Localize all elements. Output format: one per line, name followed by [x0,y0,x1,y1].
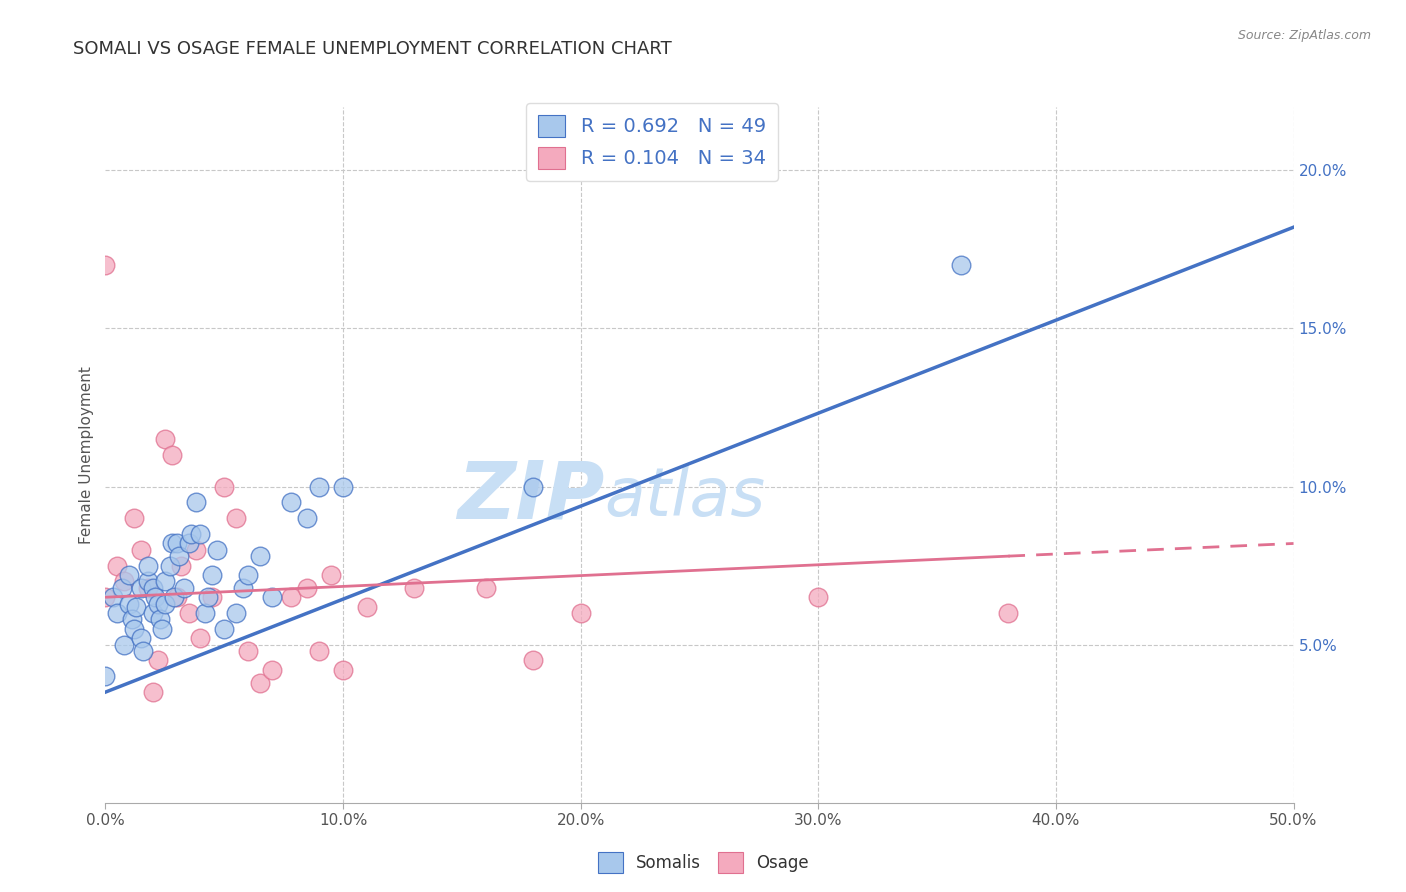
Point [949,258,972,272]
Point [321,568,343,582]
Point [129,542,152,557]
Point [308,644,330,658]
Point [142,606,165,620]
Point [194,606,217,620]
Legend: Somalis, Osage: Somalis, Osage [591,846,815,880]
Point [129,581,152,595]
Y-axis label: Female Unemployment: Female Unemployment [79,366,94,544]
Point [149,612,172,626]
Point [94,591,117,605]
Point [142,685,165,699]
Point [118,597,141,611]
Legend: R = 0.692   N = 49, R = 0.104   N = 34: R = 0.692 N = 49, R = 0.104 N = 34 [526,103,778,181]
Point [332,663,354,677]
Point [404,581,426,595]
Point [166,591,188,605]
Point [94,258,117,272]
Point [205,542,228,557]
Point [160,536,183,550]
Point [214,479,236,493]
Point [114,638,136,652]
Point [122,511,145,525]
Point [146,653,169,667]
Point [474,581,496,595]
Point [166,536,188,550]
Point [143,591,166,605]
Point [173,581,195,595]
Point [297,581,319,595]
Point [153,574,176,589]
Point [236,644,259,658]
Point [159,558,181,573]
Point [114,574,136,589]
Point [136,581,159,595]
Point [522,479,544,493]
Point [522,653,544,667]
Point [177,606,200,620]
Point [153,597,176,611]
Point [125,599,148,614]
Point [170,558,193,573]
Point [190,527,212,541]
Point [236,568,259,582]
Point [142,581,165,595]
Point [308,479,330,493]
Point [249,675,271,690]
Point [225,511,247,525]
Point [280,591,302,605]
Point [152,622,174,636]
Point [197,591,219,605]
Point [807,591,830,605]
Point [232,581,254,595]
Text: SOMALI VS OSAGE FEMALE UNEMPLOYMENT CORRELATION CHART: SOMALI VS OSAGE FEMALE UNEMPLOYMENT CORR… [73,40,672,58]
Text: Source: ZipAtlas.com: Source: ZipAtlas.com [1237,29,1371,42]
Point [153,432,176,446]
Point [260,663,283,677]
Point [177,536,200,550]
Point [997,606,1019,620]
Point [167,549,190,563]
Point [184,542,207,557]
Point [190,632,212,646]
Point [94,669,117,683]
Point [332,479,354,493]
Point [214,622,236,636]
Point [297,511,319,525]
Point [249,549,271,563]
Point [569,606,592,620]
Point [132,644,155,658]
Point [118,568,141,582]
Point [111,581,134,595]
Point [136,558,159,573]
Text: atlas: atlas [605,464,765,530]
Point [122,622,145,636]
Point [201,568,224,582]
Point [101,591,124,605]
Point [201,591,224,605]
Point [121,612,143,626]
Point [136,574,159,589]
Point [280,495,302,509]
Point [160,448,183,462]
Point [163,591,186,605]
Point [260,591,283,605]
Point [129,632,152,646]
Point [105,606,128,620]
Point [225,606,247,620]
Point [105,558,128,573]
Point [180,527,202,541]
Point [184,495,207,509]
Point [146,597,169,611]
Text: ZIP: ZIP [457,458,605,536]
Point [356,599,378,614]
